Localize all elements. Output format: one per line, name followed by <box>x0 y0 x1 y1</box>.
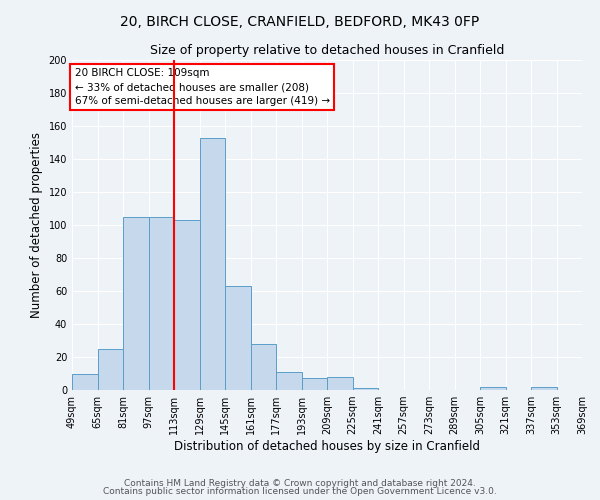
Bar <box>225 286 251 390</box>
Text: Contains public sector information licensed under the Open Government Licence v3: Contains public sector information licen… <box>103 487 497 496</box>
Text: 20 BIRCH CLOSE: 109sqm
← 33% of detached houses are smaller (208)
67% of semi-de: 20 BIRCH CLOSE: 109sqm ← 33% of detached… <box>74 68 329 106</box>
Text: 20, BIRCH CLOSE, CRANFIELD, BEDFORD, MK43 0FP: 20, BIRCH CLOSE, CRANFIELD, BEDFORD, MK4… <box>121 15 479 29</box>
Bar <box>72 374 97 390</box>
Bar <box>302 378 327 390</box>
Bar <box>531 386 557 390</box>
Bar <box>199 138 225 390</box>
Bar <box>174 220 199 390</box>
Bar <box>149 217 174 390</box>
Bar <box>97 349 123 390</box>
Bar <box>327 377 353 390</box>
Bar <box>582 386 600 390</box>
X-axis label: Distribution of detached houses by size in Cranfield: Distribution of detached houses by size … <box>174 440 480 453</box>
Title: Size of property relative to detached houses in Cranfield: Size of property relative to detached ho… <box>150 44 504 58</box>
Bar <box>480 386 505 390</box>
Bar <box>123 217 149 390</box>
Text: Contains HM Land Registry data © Crown copyright and database right 2024.: Contains HM Land Registry data © Crown c… <box>124 478 476 488</box>
Bar <box>251 344 276 390</box>
Bar <box>353 388 378 390</box>
Bar <box>276 372 302 390</box>
Y-axis label: Number of detached properties: Number of detached properties <box>30 132 43 318</box>
